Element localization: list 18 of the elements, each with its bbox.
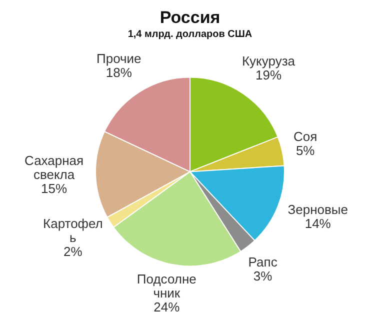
slice-label: Подсолнечник xyxy=(136,272,196,301)
slice-label: Кукуруза xyxy=(242,53,296,68)
data-label: 2% xyxy=(64,244,83,259)
data-label: 19% xyxy=(255,67,282,82)
data-label: 5% xyxy=(296,143,316,158)
slice-label: Соя xyxy=(293,129,318,144)
chart-subtitle: 1,4 млрд. долларов США xyxy=(128,29,252,40)
slice-label: Прочие xyxy=(96,51,142,66)
slice-label: Сахарная свекла xyxy=(24,153,84,182)
slice-label: Рапс xyxy=(248,254,278,270)
data-label: 3% xyxy=(253,268,273,284)
data-label: 14% xyxy=(304,216,332,232)
slice-label: Картофель xyxy=(43,216,103,245)
data-label: 18% xyxy=(106,65,132,80)
data-label: 24% xyxy=(154,300,180,315)
data-label: 15% xyxy=(41,181,68,196)
chart-title: Россия xyxy=(160,8,220,27)
slice-label: Зерновые xyxy=(288,202,348,218)
